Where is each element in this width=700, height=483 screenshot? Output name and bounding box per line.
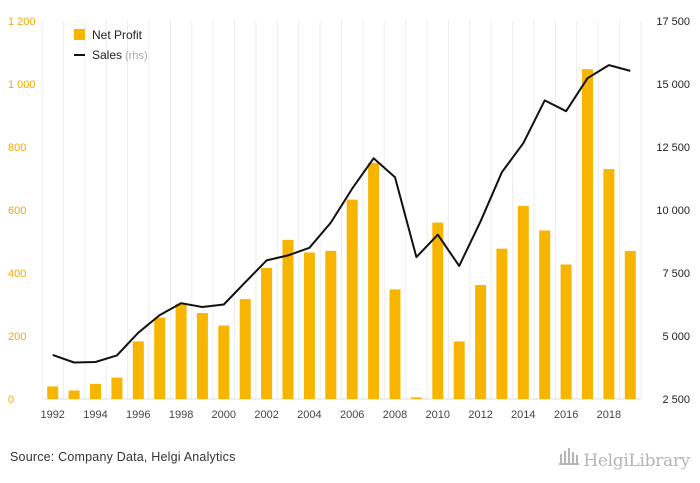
- net-profit-bar: [132, 341, 144, 399]
- right-axis-tick-label: 5 000: [662, 331, 690, 343]
- net-profit-bar: [346, 199, 358, 399]
- net-profit-bar: [368, 162, 380, 400]
- net-profit-bar: [539, 230, 551, 399]
- net-profit-bars: [47, 69, 636, 400]
- x-axis-tick-label: 2018: [597, 409, 621, 421]
- legend-swatch-net-profit: [74, 29, 85, 40]
- logo-text: HelgiLibrary: [583, 451, 690, 471]
- net-profit-bar: [432, 222, 444, 399]
- net-profit-bar: [517, 205, 529, 399]
- left-axis-ticks: 0 200 400 600 800 1 000 1 200: [8, 16, 36, 406]
- net-profit-bar: [218, 325, 230, 399]
- net-profit-bar: [47, 386, 59, 399]
- right-axis-tick-label: 2 500: [662, 394, 690, 406]
- left-axis-tick-label: 200: [8, 331, 26, 343]
- sales-line: [52, 64, 631, 364]
- legend: Net Profit Sales (rhs): [74, 28, 148, 62]
- legend-note-rhs: (rhs): [125, 50, 148, 62]
- x-axis-tick-label: 2008: [383, 409, 407, 421]
- net-profit-bar: [475, 285, 487, 399]
- net-profit-bar: [389, 289, 401, 399]
- right-axis-ticks: 2 500 5 000 7 500 10 000 12 500 15 000 17 500: [656, 16, 690, 406]
- left-axis-tick-label: 800: [8, 142, 26, 154]
- left-axis-tick-label: 0: [8, 394, 14, 406]
- net-profit-bar: [261, 268, 273, 399]
- x-axis-tick-label: 1996: [126, 409, 150, 421]
- right-axis-tick-label: 7 500: [662, 268, 690, 280]
- x-axis-tick-label: 2016: [554, 409, 578, 421]
- left-axis-tick-label: 1 200: [8, 16, 36, 28]
- net-profit-bar: [111, 377, 123, 399]
- x-axis-tick-label: 2002: [254, 409, 278, 421]
- net-profit-bar: [90, 383, 101, 399]
- left-axis-tick-label: 400: [8, 268, 26, 280]
- net-profit-bar: [325, 250, 337, 399]
- net-profit-bar: [582, 69, 593, 399]
- net-profit-bar: [496, 248, 508, 399]
- net-profit-bar: [603, 169, 615, 399]
- helgi-library-logo: HelgiLibrary: [558, 446, 690, 471]
- right-axis-tick-label: 15 000: [656, 79, 690, 91]
- net-profit-bar: [196, 313, 208, 399]
- net-profit-bar: [68, 390, 80, 399]
- right-axis-tick-label: 10 000: [656, 205, 690, 217]
- legend-label-net-profit: Net Profit: [92, 28, 143, 42]
- x-axis-tick-label: 2010: [426, 409, 450, 421]
- net-profit-bar: [410, 397, 422, 399]
- net-profit-bar: [560, 264, 572, 399]
- source-note: Source: Company Data, Helgi Analytics: [10, 450, 236, 464]
- x-axis-tick-label: 2000: [212, 409, 236, 421]
- x-axis-tick-label: 2004: [297, 409, 321, 421]
- library-building-icon: [558, 446, 580, 471]
- net-profit-bar: [282, 239, 294, 399]
- x-axis-tick-label: 1994: [83, 409, 107, 421]
- x-axis-tick-label: 1998: [169, 409, 193, 421]
- net-profit-bar: [239, 299, 251, 399]
- left-axis-tick-label: 1 000: [8, 79, 36, 91]
- net-profit-bar: [303, 252, 315, 399]
- net-profit-bar: [175, 303, 187, 399]
- chart: 0 200 400 600 800 1 000 1 200 2 500 5 000 7 500 1…: [8, 16, 690, 421]
- x-axis-ticks: 1992 1994 1996 1998 2000 2002 2004 2006 2008 2010…: [40, 409, 621, 421]
- x-axis-tick-label: 2012: [468, 409, 492, 421]
- x-axis-tick-label: 1992: [40, 409, 64, 421]
- left-axis-tick-label: 600: [8, 205, 26, 217]
- legend-label-sales: Sales: [92, 48, 122, 62]
- x-axis-tick-label: 2006: [340, 409, 364, 421]
- x-axis-tick-label: 2014: [511, 409, 535, 421]
- grid: [41, 21, 642, 400]
- right-axis-tick-label: 12 500: [656, 142, 690, 154]
- net-profit-bar: [154, 317, 166, 399]
- net-profit-bar: [624, 250, 636, 399]
- net-profit-bar: [453, 341, 465, 399]
- right-axis-tick-label: 17 500: [656, 16, 690, 28]
